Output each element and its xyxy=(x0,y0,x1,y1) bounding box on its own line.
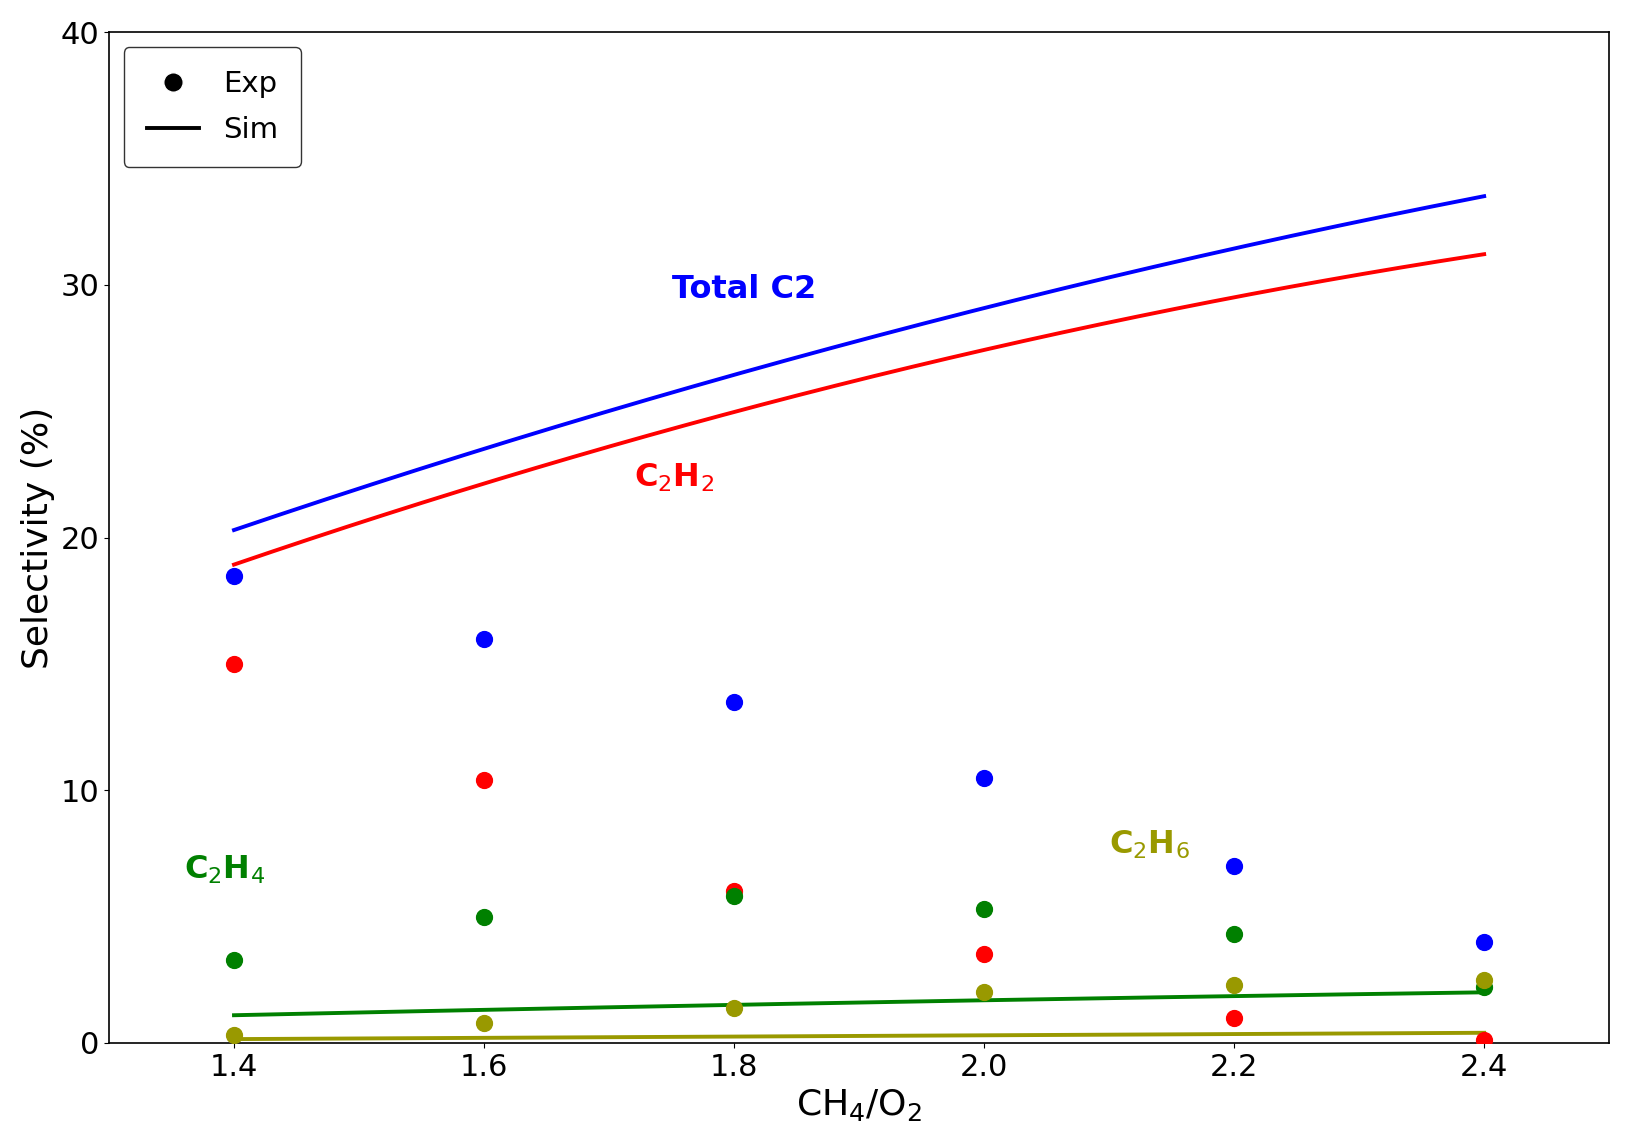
Y-axis label: Selectivity (%): Selectivity (%) xyxy=(21,406,55,669)
Point xyxy=(1221,857,1247,875)
Point xyxy=(471,629,497,648)
Point xyxy=(720,999,747,1017)
Point xyxy=(971,769,998,787)
Point xyxy=(720,888,747,906)
Legend: Exp, Sim: Exp, Sim xyxy=(124,47,302,167)
Point xyxy=(471,907,497,925)
Text: C$_2$H$_2$: C$_2$H$_2$ xyxy=(634,462,714,494)
Point xyxy=(222,566,248,585)
Point xyxy=(1221,925,1247,944)
Point xyxy=(971,945,998,963)
Point xyxy=(1472,1031,1498,1049)
Text: C$_2$H$_6$: C$_2$H$_6$ xyxy=(1108,828,1190,860)
Point xyxy=(1472,978,1498,996)
Point xyxy=(222,1026,248,1044)
Point xyxy=(1221,976,1247,994)
Point xyxy=(1472,970,1498,988)
Point xyxy=(1221,1009,1247,1027)
Point xyxy=(720,882,747,900)
Point xyxy=(720,692,747,710)
Text: C$_2$H$_4$: C$_2$H$_4$ xyxy=(184,853,266,887)
Point xyxy=(222,654,248,673)
Point xyxy=(471,771,497,789)
Point xyxy=(1472,932,1498,951)
Point xyxy=(971,900,998,919)
Text: Total C2: Total C2 xyxy=(672,273,815,304)
Point xyxy=(971,983,998,1001)
X-axis label: CH$_4$/O$_2$: CH$_4$/O$_2$ xyxy=(795,1087,923,1123)
Point xyxy=(471,1014,497,1032)
Point xyxy=(222,951,248,969)
